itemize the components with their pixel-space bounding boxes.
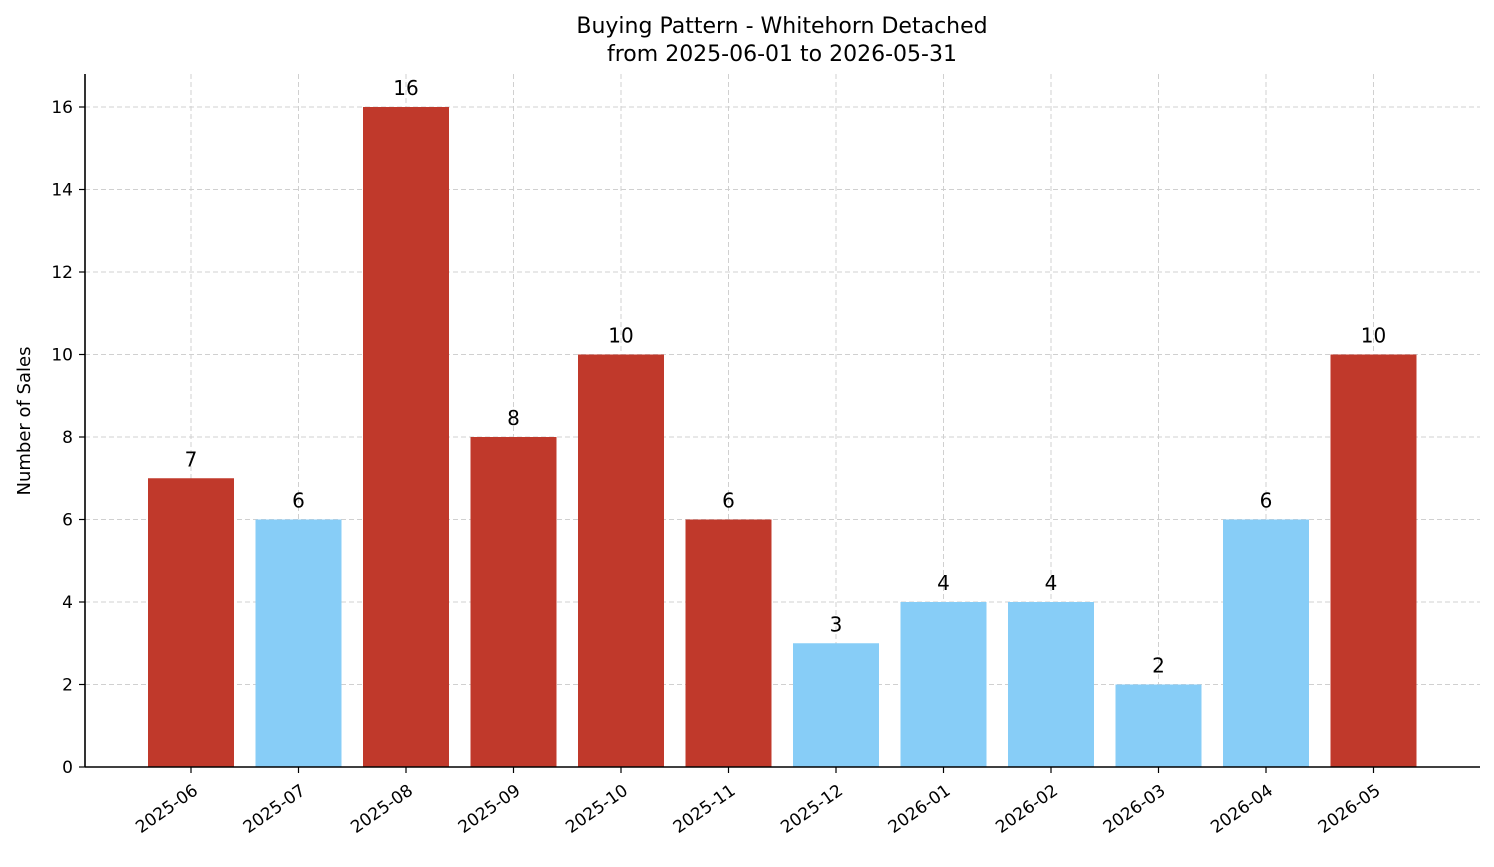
chart-title: Buying Pattern - Whitehorn Detached (576, 14, 987, 39)
x-tick-label: 2026-05 (1315, 781, 1385, 838)
x-tick-label: 2026-03 (1100, 781, 1170, 838)
x-tick-label: 2025-08 (347, 781, 417, 838)
y-tick-label: 14 (51, 181, 73, 201)
bar-2025-07 (255, 519, 342, 767)
y-ticks-layer: 0 2 4 6 8 10 12 14 16 (51, 98, 85, 778)
y-tick-label: 12 (51, 263, 73, 283)
x-tick-label: 2025-10 (562, 781, 632, 838)
bar-2025-06 (148, 478, 234, 767)
x-tick-label: 2025-07 (240, 781, 310, 838)
data-label-2025-11: 6 (722, 489, 735, 513)
bar-2025-08 (363, 107, 449, 767)
bar-2025-09 (470, 437, 557, 767)
data-label-2026-03: 2 (1152, 654, 1165, 678)
x-tick-label: 2026-02 (992, 781, 1062, 838)
data-label-2026-05: 10 (1361, 324, 1386, 348)
x-tick-label: 2025-06 (132, 781, 202, 838)
x-ticks-layer: 2025-06 2025-07 2025-08 2025-09 2025-10 2025-… (132, 767, 1384, 838)
y-tick-label: 8 (62, 428, 73, 448)
x-tick-label: 2025-11 (670, 781, 740, 838)
bar-2026-02 (1008, 602, 1094, 767)
data-label-2026-04: 6 (1260, 489, 1273, 513)
bar-2026-01 (900, 602, 987, 767)
y-tick-label: 10 (51, 346, 73, 366)
y-tick-label: 4 (62, 593, 73, 613)
data-label-2026-01: 4 (937, 571, 950, 595)
x-tick-label: 2025-09 (455, 781, 525, 838)
y-axis-label: Number of Sales (14, 346, 35, 495)
y-tick-label: 16 (51, 98, 73, 118)
bars-layer (148, 107, 1417, 767)
bar-2026-05 (1330, 354, 1417, 767)
bar-2025-11 (685, 519, 772, 767)
x-tick-label: 2025-12 (777, 781, 847, 838)
y-tick-label: 2 (62, 676, 73, 696)
data-label-2025-09: 8 (507, 406, 520, 430)
data-label-2025-10: 10 (608, 324, 633, 348)
bar-2026-04 (1223, 519, 1309, 767)
data-label-2025-12: 3 (830, 612, 843, 636)
chart-subtitle: from 2025-06-01 to 2026-05-31 (607, 42, 957, 67)
data-label-2025-07: 6 (292, 489, 305, 513)
y-tick-label: 0 (62, 758, 73, 778)
data-label-2025-06: 7 (185, 447, 198, 471)
bar-2025-10 (578, 354, 664, 767)
bar-2026-03 (1115, 684, 1202, 767)
y-tick-label: 6 (62, 511, 73, 531)
x-tick-label: 2026-04 (1207, 781, 1277, 838)
data-label-2025-08: 16 (393, 76, 418, 100)
data-labels-layer: 7 6 16 8 10 6 3 4 4 2 6 10 (185, 76, 1387, 678)
data-label-2026-02: 4 (1045, 571, 1058, 595)
bar-2025-12 (793, 643, 879, 767)
x-tick-label: 2026-01 (885, 781, 955, 838)
